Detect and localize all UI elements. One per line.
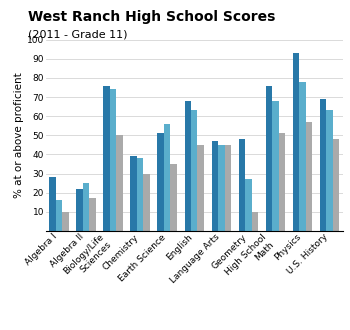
Text: (2011 - Grade 11): (2011 - Grade 11) bbox=[28, 30, 127, 40]
Bar bbox=[62, 212, 69, 231]
Bar bbox=[137, 158, 143, 231]
Bar bbox=[164, 124, 170, 231]
Bar bbox=[116, 135, 123, 231]
Bar bbox=[245, 179, 252, 231]
Bar bbox=[252, 212, 258, 231]
Bar bbox=[218, 145, 225, 231]
Bar bbox=[239, 139, 245, 231]
Bar bbox=[103, 85, 110, 231]
Bar bbox=[326, 111, 333, 231]
Text: West Ranch High School Scores: West Ranch High School Scores bbox=[28, 10, 275, 24]
Bar bbox=[225, 145, 231, 231]
Bar bbox=[49, 178, 56, 231]
Bar bbox=[110, 89, 116, 231]
Bar bbox=[197, 145, 204, 231]
Bar bbox=[272, 101, 279, 231]
Bar bbox=[89, 198, 96, 231]
Bar bbox=[158, 133, 164, 231]
Bar bbox=[56, 200, 62, 231]
Bar bbox=[266, 85, 272, 231]
Bar bbox=[320, 99, 326, 231]
Bar bbox=[83, 183, 89, 231]
Bar bbox=[131, 156, 137, 231]
Bar bbox=[293, 53, 299, 231]
Bar bbox=[211, 141, 218, 231]
Bar bbox=[306, 122, 312, 231]
Bar bbox=[191, 111, 197, 231]
Y-axis label: % at or above proficient: % at or above proficient bbox=[14, 72, 24, 198]
Bar bbox=[184, 101, 191, 231]
Bar bbox=[76, 189, 83, 231]
Bar bbox=[299, 82, 306, 231]
Bar bbox=[170, 164, 177, 231]
Bar bbox=[279, 133, 285, 231]
Bar bbox=[333, 139, 339, 231]
Bar bbox=[144, 174, 150, 231]
